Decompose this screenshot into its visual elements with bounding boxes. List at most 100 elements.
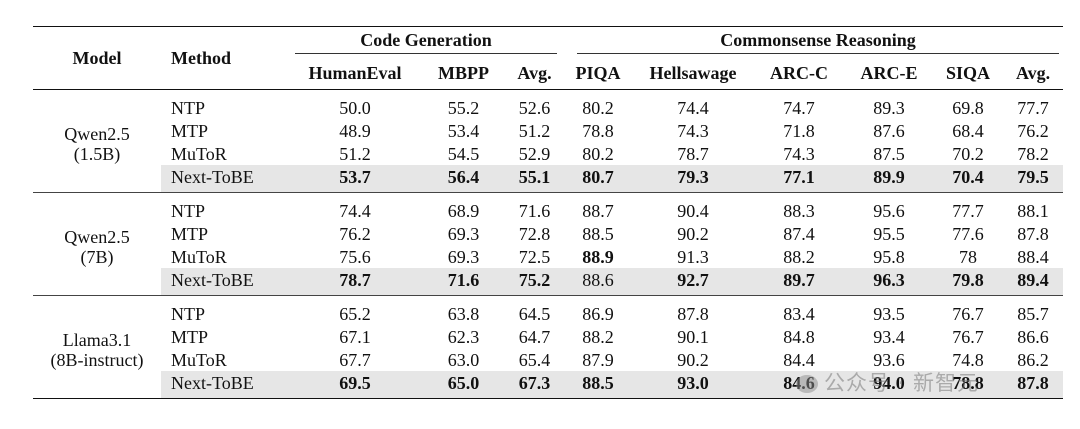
- table-row: Qwen2.5 (1.5B) NTP 50.0 55.2 52.6 80.2 74.4 74.7…: [33, 90, 1063, 164]
- value-cell: 88.5: [563, 371, 633, 399]
- value-cell: 52.9: [518, 143, 551, 164]
- value-cell: 78.7: [677, 143, 709, 164]
- value-cell: 80.2: [582, 97, 614, 118]
- value-cell: 89.9: [845, 165, 933, 193]
- value-cell: 79.8: [933, 268, 1003, 296]
- value-cell: 77.1: [753, 165, 845, 193]
- value-cell: 94.0: [845, 371, 933, 399]
- column-header: Avg.: [506, 57, 563, 90]
- value-cell: 78.2: [1017, 143, 1049, 164]
- value-cell: 65.0: [421, 371, 506, 399]
- watermark-text: 公众号 · 新智元: [824, 371, 980, 395]
- value-cell: 79.5: [1003, 165, 1064, 193]
- method-cell: MTP: [171, 223, 209, 244]
- value-cell: 74.4: [677, 97, 709, 118]
- value-cell: 67.7: [339, 349, 371, 370]
- value-cell: 90.2: [677, 349, 709, 370]
- group-common-label: Commonsense Reasoning: [577, 30, 1060, 54]
- value-cell: 77.7: [1017, 97, 1049, 118]
- model-name: Llama3.1: [62, 330, 132, 350]
- value-cell: 70.4: [933, 165, 1003, 193]
- value-cell: 77.6: [952, 223, 984, 244]
- model-name: Qwen2.5: [64, 227, 130, 247]
- column-header: Hellsawage: [633, 57, 753, 90]
- value-cell: 75.6: [339, 246, 371, 267]
- column-header: MBPP: [421, 57, 506, 90]
- value-cell: 76.2: [339, 223, 371, 244]
- column-header: ARC-E: [845, 57, 933, 90]
- value-cell: 51.2: [518, 120, 551, 141]
- value-cell: 64.5: [506, 295, 563, 325]
- value-cell: 74.3: [783, 143, 815, 164]
- value-cell: 88.5: [582, 223, 614, 244]
- value-cell: 63.0: [447, 349, 480, 370]
- value-cell: 90.1: [677, 326, 709, 347]
- method-cell: NTP: [161, 295, 289, 325]
- table-row: MTP 76.2 69.3 72.8 88.5 90.2 87.4 95.5 77.6 87.8: [33, 222, 1063, 245]
- value-cell: 87.8: [633, 295, 753, 325]
- results-table: Model Method Code Generation Commonsense…: [33, 26, 1064, 399]
- value-cell: 87.4: [783, 223, 815, 244]
- method-cell: Next-ToBE: [161, 371, 289, 399]
- column-header: HumanEval: [289, 57, 421, 90]
- value-cell: 70.2: [952, 143, 984, 164]
- value-cell: 93.0: [633, 371, 753, 399]
- value-cell: 75.2: [506, 268, 563, 296]
- model-name-cell: Qwen2.5 (1.5B): [33, 90, 161, 193]
- table-row: MuToR 51.2 54.5 52.9 80.2 78.7 74.3 87.5 70.2 78.…: [33, 142, 1063, 165]
- value-cell: 90.2: [677, 223, 709, 244]
- value-cell: 95.5: [873, 223, 905, 244]
- value-cell: 53.4: [447, 120, 480, 141]
- value-cell: 64.7: [518, 326, 551, 347]
- value-cell: 72.5: [518, 246, 551, 267]
- value-cell: 55.2: [447, 97, 480, 118]
- value-cell: 76.2: [1017, 120, 1049, 141]
- value-cell: 53.7: [289, 165, 421, 193]
- value-cell: 65.4: [518, 349, 551, 370]
- value-cell: 69.3: [447, 246, 480, 267]
- value-cell: 56.4: [421, 165, 506, 193]
- method-cell: MuToR: [171, 246, 227, 267]
- value-cell: 76.7: [933, 295, 1003, 325]
- value-cell: 69.3: [447, 223, 480, 244]
- value-cell: 71.6: [421, 268, 506, 296]
- value-cell: 67.1: [339, 326, 371, 347]
- value-cell: 93.5: [845, 295, 933, 325]
- value-cell: 79.3: [633, 165, 753, 193]
- value-cell: 67.3: [506, 371, 563, 399]
- value-cell: 85.7: [1003, 295, 1064, 325]
- value-cell: 93.4: [873, 326, 905, 347]
- method-cell: MTP: [171, 326, 209, 347]
- value-cell: 68.9: [421, 192, 506, 222]
- method-cell: NTP: [161, 192, 289, 222]
- value-cell: 88.2: [783, 246, 815, 267]
- value-cell: 77.7: [933, 192, 1003, 222]
- value-cell: 87.9: [582, 349, 614, 370]
- value-cell: 74.7: [783, 97, 815, 118]
- header-model: Model: [33, 26, 161, 90]
- value-cell: 92.7: [633, 268, 753, 296]
- value-cell: 95.8: [873, 246, 905, 267]
- value-cell: 69.8: [952, 97, 984, 118]
- value-cell: 83.4: [753, 295, 845, 325]
- value-cell: 95.6: [845, 192, 933, 222]
- value-cell: 80.2: [582, 143, 614, 164]
- value-cell: 54.5: [447, 143, 480, 164]
- value-cell: 71.6: [506, 192, 563, 222]
- value-cell: 88.4: [1017, 246, 1049, 267]
- value-cell: 89.3: [873, 97, 905, 118]
- method-cell: Next-ToBE: [161, 165, 289, 193]
- column-header: Avg.: [1003, 57, 1064, 90]
- value-cell: 87.8: [1003, 371, 1064, 399]
- value-cell: 78: [959, 246, 977, 267]
- table-row: Llama3.1 (8B-instruct) NTP 65.2 63.8 64.5 86.9…: [33, 295, 1064, 399]
- table-row: Next-ToBE 78.7 71.6 75.2 88.6 92.7 89.7 96.3 79.…: [33, 268, 1064, 296]
- table-row: Qwen2.5 (7B) NTP 74.4 68.9 71.6 88.7 90.4 88.3 95…: [33, 192, 1064, 296]
- model-size: (8B-instruct): [50, 350, 144, 370]
- value-cell: 78.7: [289, 268, 421, 296]
- value-cell: 84.8: [783, 326, 815, 347]
- value-cell: 74.3: [677, 120, 709, 141]
- table-row: MuToR 75.6 69.3 72.5 88.9 91.3 88.2 95.8 78 88.4: [33, 245, 1063, 268]
- value-cell: 74.4: [289, 192, 421, 222]
- value-cell: 51.2: [339, 143, 371, 164]
